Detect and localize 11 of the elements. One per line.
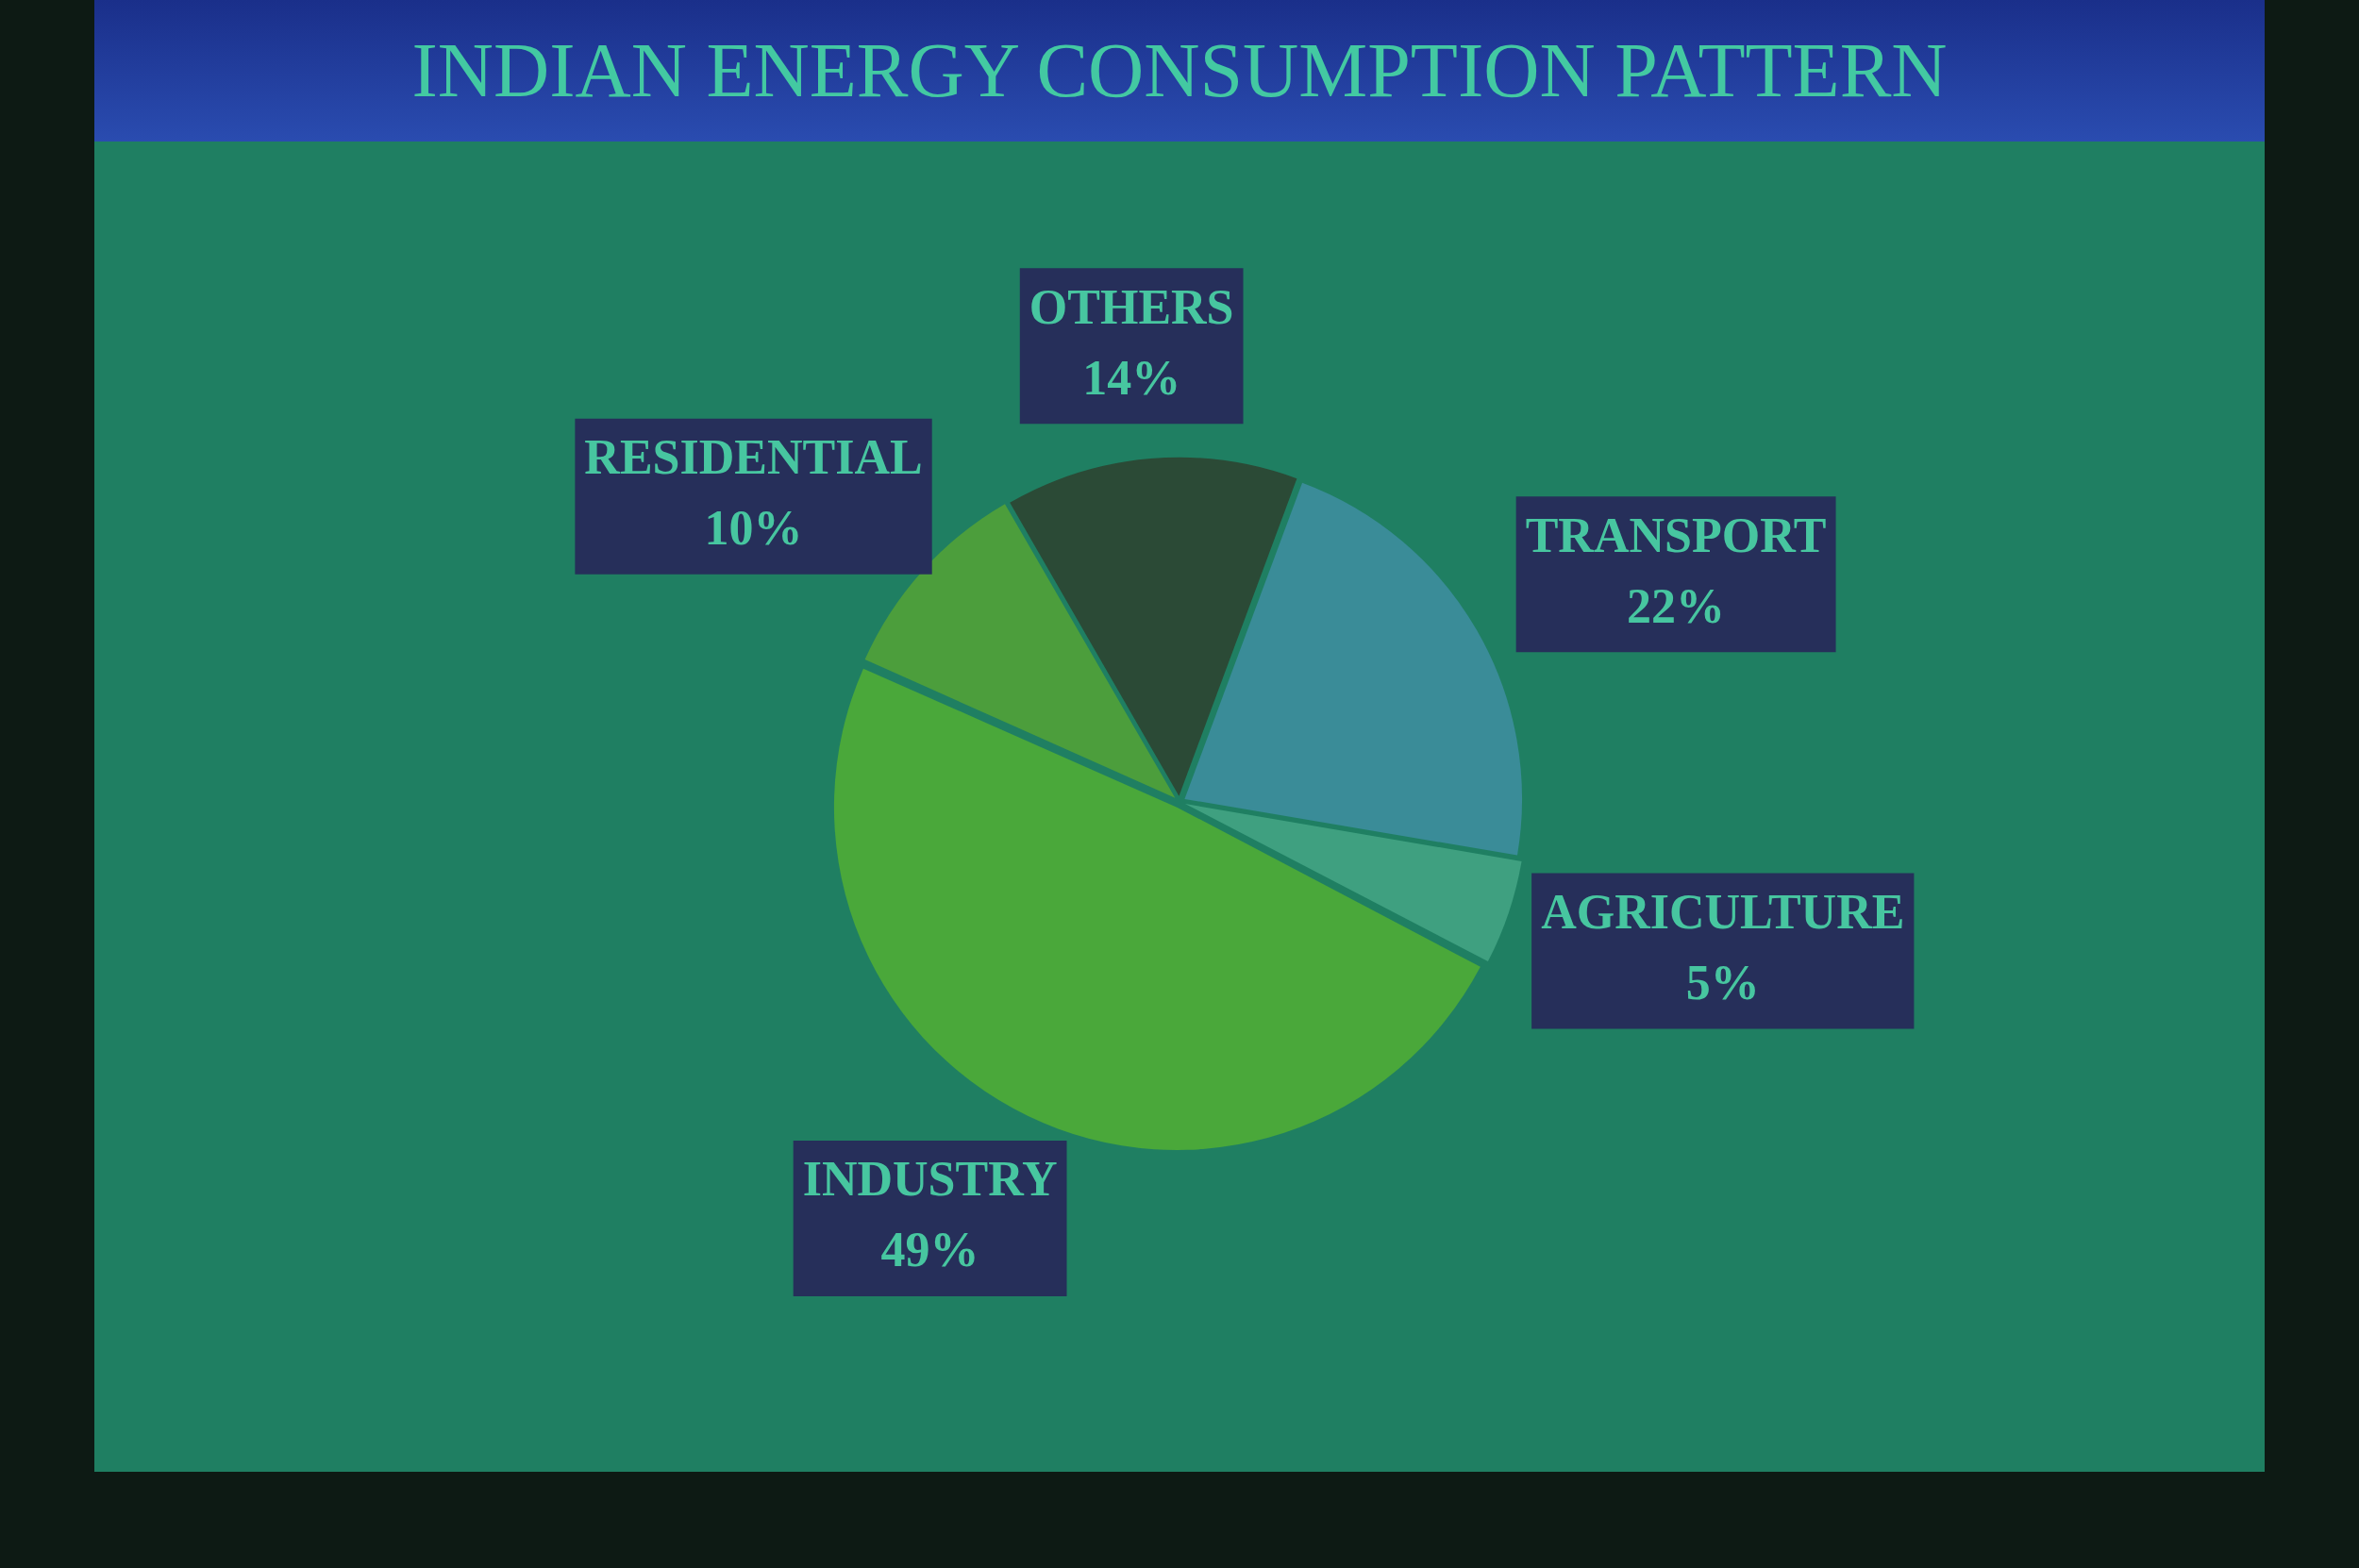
slice-label: INDUSTRY	[802, 1152, 1058, 1207]
chart-title: INDIAN ENERGY CONSUMPTION PATTERN	[94, 0, 2265, 142]
data-label: 5%	[1685, 955, 1760, 1009]
data-label: 49%	[880, 1223, 979, 1277]
slice-label: OTHERS	[1029, 279, 1234, 334]
slice-label: AGRICULTURE	[1541, 884, 1905, 939]
slice-label: TRANSPORT	[1525, 508, 1827, 562]
data-label: 22%	[1627, 578, 1726, 633]
slice-label: RESIDENTIAL	[584, 430, 923, 485]
data-label: 10%	[704, 501, 803, 556]
data-label: 14%	[1082, 350, 1181, 405]
